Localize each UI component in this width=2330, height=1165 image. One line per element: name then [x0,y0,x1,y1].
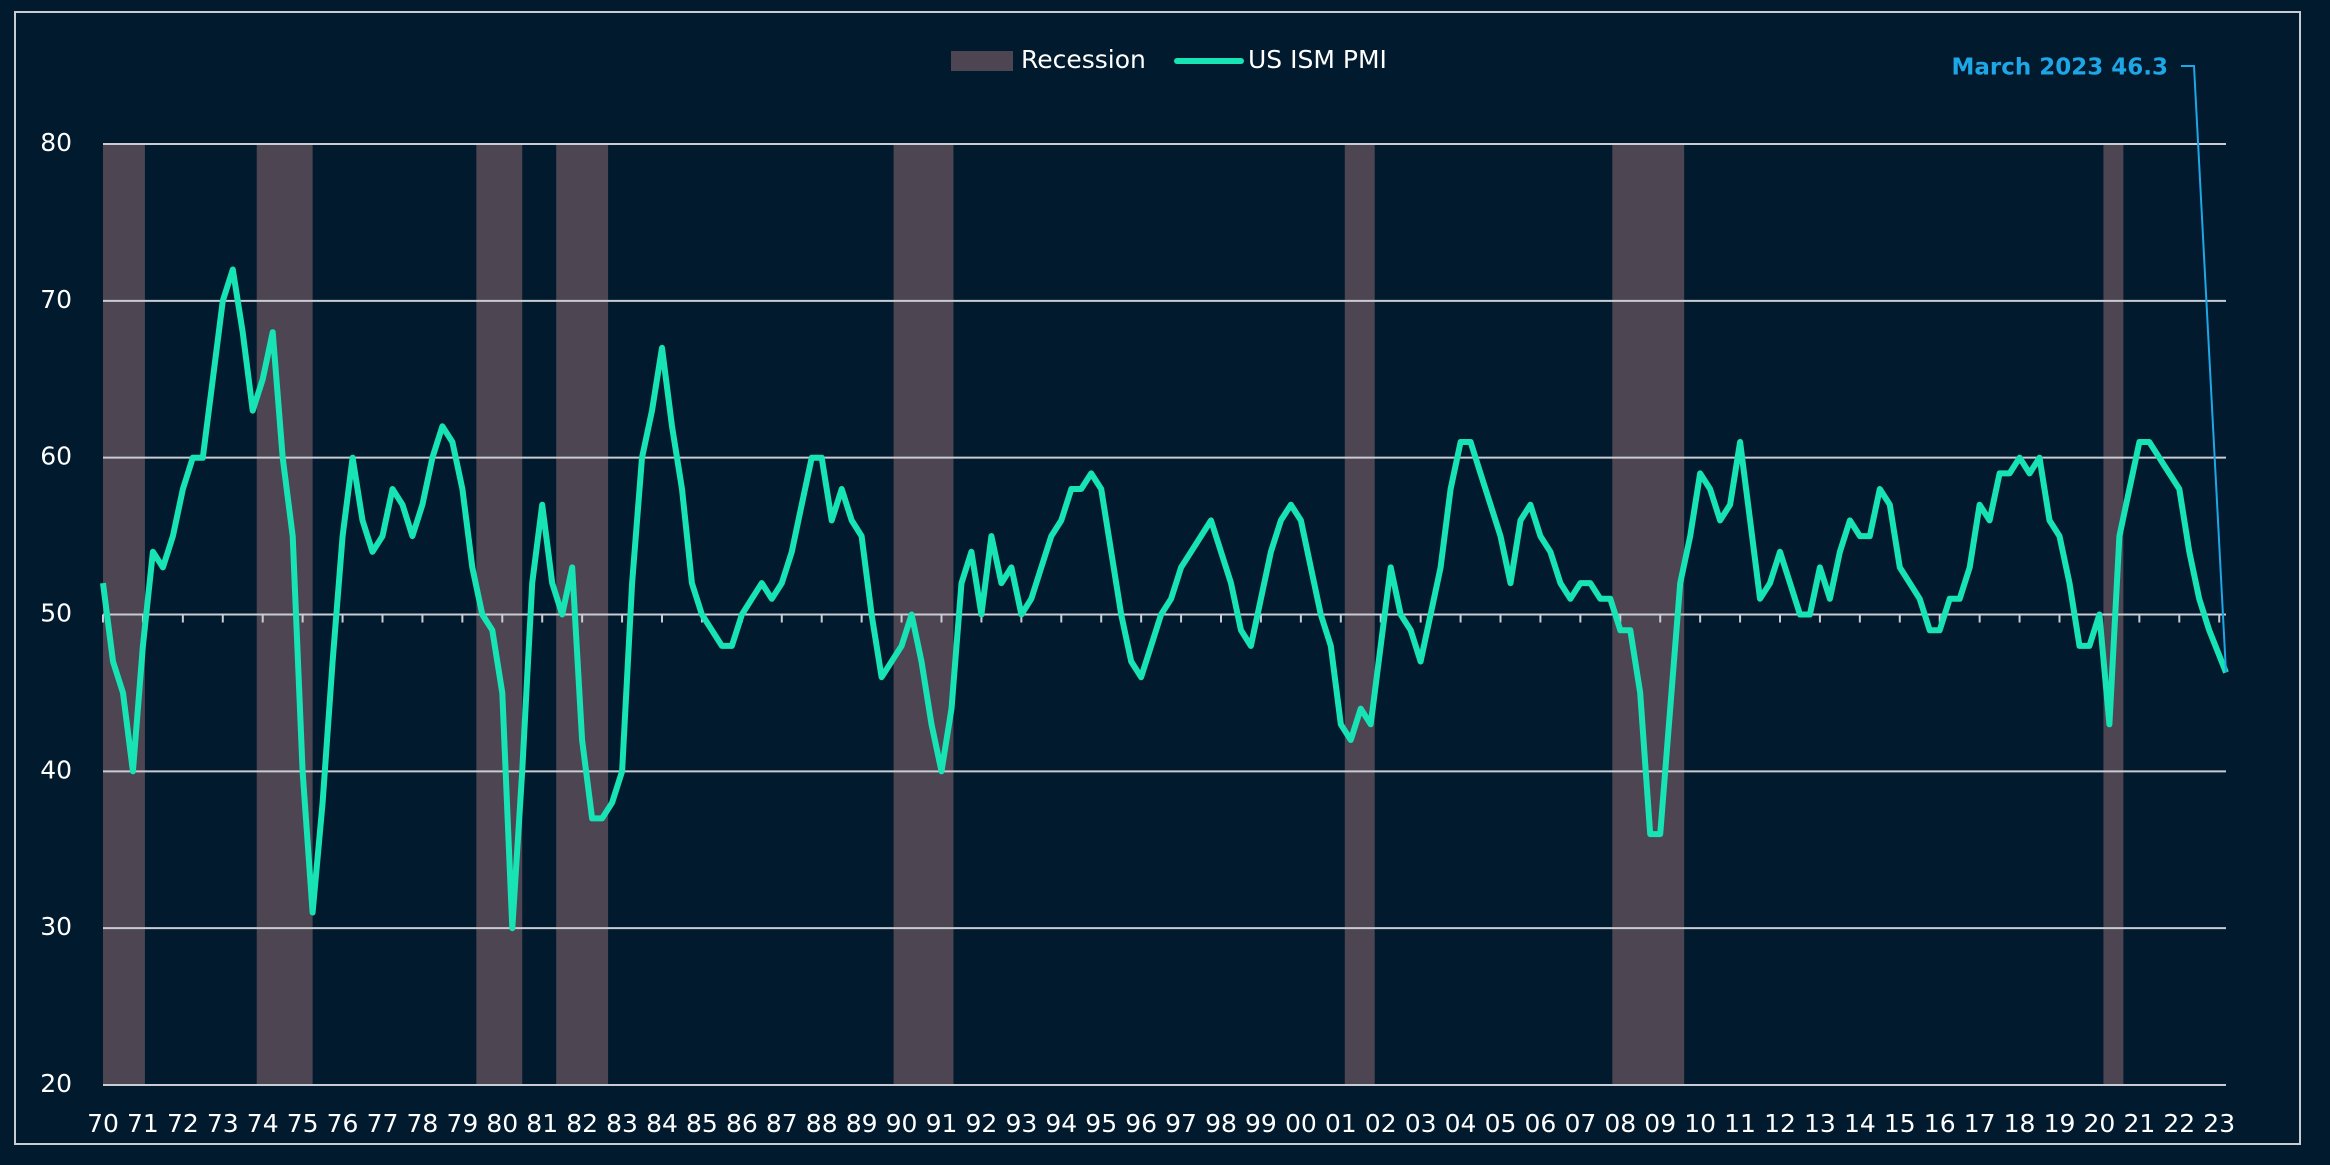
x-tick-label: 93 [1005,1109,1037,1138]
x-tick-label: 87 [766,1109,798,1138]
x-tick-label: 94 [1045,1109,1077,1138]
annotation: March 2023 46.3 [1951,55,2168,81]
x-tick-label: 12 [1764,1109,1796,1138]
x-tick-label: 17 [1964,1109,1996,1138]
frame [14,11,2301,1145]
x-tick-label: 99 [1245,1109,1277,1138]
x-tick-label: 82 [566,1109,598,1138]
x-tick-label: 75 [287,1109,319,1138]
legend-label: Recession [1021,45,1146,74]
x-tick-label: 23 [2203,1109,2235,1138]
x-tick-label: 92 [966,1109,998,1138]
x-tick-label: 74 [247,1109,279,1138]
x-tick-label: 95 [1085,1109,1117,1138]
x-tick-label: 06 [1525,1109,1557,1138]
x-tick-label: 98 [1205,1109,1237,1138]
x-tick-label: 77 [367,1109,399,1138]
x-tick-label: 16 [1924,1109,1956,1138]
x-tick-label: 20 [2084,1109,2116,1138]
x-tick-label: 84 [646,1109,678,1138]
x-tick-label: 21 [2123,1109,2155,1138]
x-tick-label: 86 [726,1109,758,1138]
data-line [100,266,2229,932]
x-tick-label: 73 [207,1109,239,1138]
x-tick-label: 76 [327,1109,359,1138]
x-tick-label: 19 [2044,1109,2076,1138]
x-tick-label: 10 [1684,1109,1716,1138]
x-tick-label: 72 [167,1109,199,1138]
x-tick-label: 03 [1405,1109,1437,1138]
x-tick-label: 11 [1724,1109,1756,1138]
y-tick-label: 30 [40,912,72,941]
x-tick-label: 00 [1285,1109,1317,1138]
legend-swatch [951,51,1013,71]
x-tick-label: 05 [1485,1109,1517,1138]
x-tick-label: 13 [1804,1109,1836,1138]
x-tick-label: 89 [846,1109,878,1138]
x-tick-label: 96 [1125,1109,1157,1138]
y-tick-label: 70 [40,285,72,314]
x-tick-label: 08 [1604,1109,1636,1138]
annotation-leader [2181,65,2227,673]
legend-label: US ISM PMI [1248,45,1387,74]
y-tick-label: 40 [40,755,72,784]
x-tick-label: 14 [1844,1109,1876,1138]
x-tick-label: 70 [87,1109,119,1138]
y-tick-label: 50 [40,599,72,628]
x-tick-label: 01 [1325,1109,1357,1138]
x-tick-label: 80 [486,1109,518,1138]
x-tick-label: 88 [806,1109,838,1138]
y-tick-label: 80 [40,128,72,157]
x-tick-label: 71 [127,1109,159,1138]
x-tick-label: 07 [1564,1109,1596,1138]
x-tick-label: 02 [1365,1109,1397,1138]
x-tick-label: 85 [686,1109,718,1138]
y-tick-label: 60 [40,442,72,471]
x-tick-label: 22 [2163,1109,2195,1138]
x-tick-label: 90 [886,1109,918,1138]
x-tick-label: 83 [606,1109,638,1138]
x-tick-label: 78 [407,1109,439,1138]
x-tick-label: 04 [1445,1109,1477,1138]
y-tick-label: 20 [40,1069,72,1098]
x-tick-label: 15 [1884,1109,1916,1138]
x-tick-label: 09 [1644,1109,1676,1138]
x-tick-label: 97 [1165,1109,1197,1138]
x-tick-label: 79 [446,1109,478,1138]
x-tick-label: 81 [526,1109,558,1138]
x-tick-label: 18 [2004,1109,2036,1138]
x-tick-label: 91 [926,1109,958,1138]
